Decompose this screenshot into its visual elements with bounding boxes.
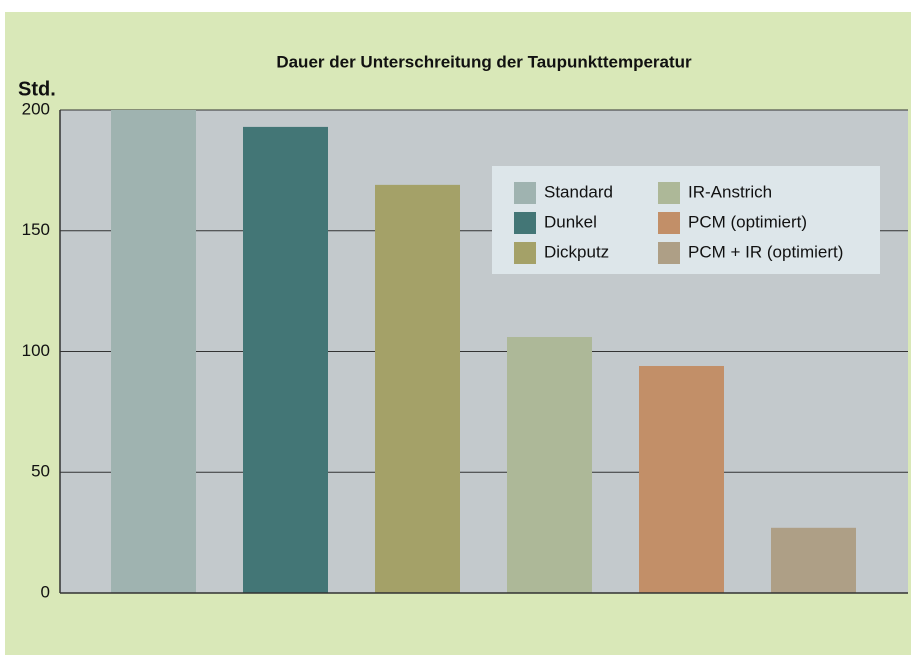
y-tick-label: 200 (22, 99, 50, 118)
legend-swatch (658, 182, 680, 204)
y-axis-label: Std. (18, 78, 56, 100)
legend-box (492, 166, 880, 274)
bar (243, 126, 328, 593)
bar (375, 184, 460, 594)
y-tick-label: 0 (41, 582, 50, 601)
y-tick-label: 150 (22, 220, 50, 239)
legend-label: Dunkel (544, 212, 597, 231)
legend-swatch (514, 212, 536, 234)
legend-swatch (514, 182, 536, 204)
legend-label: PCM + IR (optimiert) (688, 242, 843, 261)
legend-label: PCM (optimiert) (688, 212, 807, 231)
bar (639, 365, 724, 593)
bar (771, 527, 856, 593)
y-tick-label: 50 (31, 462, 50, 481)
chart-title: Dauer der Unterschreitung der Taupunktte… (276, 52, 692, 71)
legend-swatch (658, 242, 680, 264)
y-tick-label: 100 (22, 341, 50, 360)
legend-label: IR-Anstrich (688, 182, 772, 201)
legend-swatch (514, 242, 536, 264)
bar (507, 337, 592, 593)
bar (111, 110, 196, 593)
legend-label: Standard (544, 182, 613, 201)
legend-label: Dickputz (544, 242, 609, 261)
legend-swatch (658, 212, 680, 234)
